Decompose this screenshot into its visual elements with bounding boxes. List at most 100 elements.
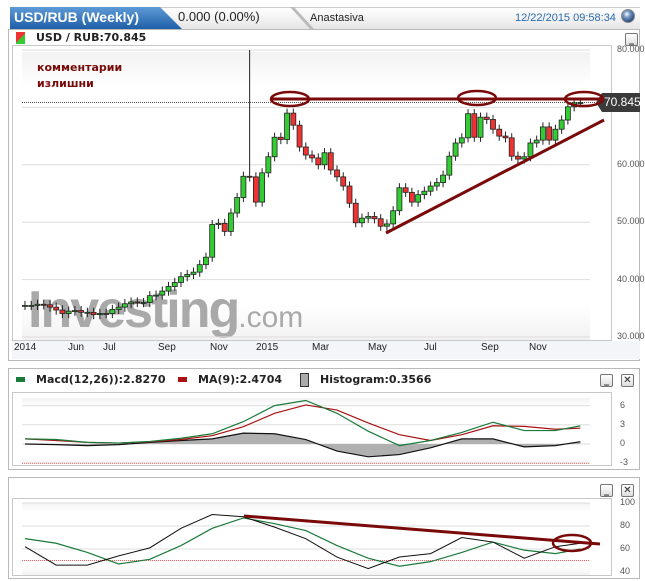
candle-body xyxy=(90,311,97,316)
highlight-ellipse xyxy=(551,533,593,553)
candle-body xyxy=(334,169,340,178)
candle-body xyxy=(427,185,434,192)
instrument-tab[interactable]: USD/RUB (Weekly) xyxy=(10,7,182,29)
candle-body xyxy=(28,305,35,307)
candle-body xyxy=(128,301,134,305)
x-tick-label: 2015 xyxy=(256,342,279,353)
minimize-button[interactable]: _ xyxy=(600,374,613,387)
close-button[interactable]: ✕ xyxy=(621,374,634,387)
macd-legend: Macd(12,26)):2.8270 xyxy=(36,373,166,386)
candle-body xyxy=(371,216,378,220)
x-axis-band xyxy=(12,341,640,359)
candle-body xyxy=(59,309,66,314)
candle-body xyxy=(321,152,328,166)
candle-body xyxy=(252,176,259,203)
candle-body xyxy=(546,126,553,141)
candle-body xyxy=(234,197,241,214)
candle-body xyxy=(352,202,359,224)
candle-body xyxy=(184,274,191,278)
macd-legend-swatch xyxy=(16,377,25,382)
candle-body xyxy=(302,146,309,156)
x-tick-label: Nov xyxy=(529,342,547,353)
candle-body xyxy=(196,264,203,273)
y-tick-label: 60.000 xyxy=(617,158,645,169)
y-tick-label: 40.000 xyxy=(617,273,645,284)
candle-body xyxy=(490,119,496,130)
candle-body xyxy=(40,303,47,306)
y-tick-label: 30.000 xyxy=(617,331,645,341)
plot-background xyxy=(22,398,590,464)
candle-body xyxy=(277,136,284,140)
price-change: 0.000 (0.00%) xyxy=(178,9,260,24)
y-tick-label: 0 xyxy=(620,438,626,448)
candle-body xyxy=(508,137,515,157)
close-button[interactable]: ✕ xyxy=(621,484,634,497)
candle-body xyxy=(359,217,365,224)
x-tick-label: Nov xyxy=(210,342,228,353)
candle-body xyxy=(246,175,253,178)
y-tick-label: 40 xyxy=(620,566,631,576)
candle-body xyxy=(240,175,247,198)
candle-body xyxy=(265,156,272,174)
candle-body xyxy=(190,271,197,275)
candle-body xyxy=(458,137,465,144)
y-tick-label: 3 xyxy=(620,418,626,429)
candle-body xyxy=(346,185,353,204)
candle-body xyxy=(477,116,484,138)
candle-body xyxy=(146,295,153,303)
ma-line xyxy=(24,404,581,444)
candle-body xyxy=(34,303,41,306)
candle-body xyxy=(290,112,297,126)
candle-body xyxy=(72,310,78,312)
flag-icon xyxy=(16,32,25,44)
watermark-suffix: .com xyxy=(238,301,304,334)
candle-body xyxy=(483,116,490,120)
minimize-button[interactable]: _ xyxy=(600,484,613,497)
candle-body xyxy=(577,102,584,104)
y-tick-label: 100 xyxy=(620,497,636,507)
candle-body xyxy=(221,222,228,232)
candle-body xyxy=(365,216,372,219)
ma-legend: MA(9):2.4704 xyxy=(198,373,283,386)
ma-legend-swatch xyxy=(178,377,187,382)
candle-body xyxy=(402,187,409,193)
candle-body xyxy=(521,156,528,160)
candle-body xyxy=(340,176,347,187)
candle-body xyxy=(390,210,397,225)
oscillator-trendline xyxy=(243,514,601,546)
y-tick-label: 80.000 xyxy=(617,44,645,54)
candle-body xyxy=(552,128,559,141)
macd-line xyxy=(24,399,581,447)
candle-body xyxy=(47,304,53,308)
candle-body xyxy=(421,190,428,196)
annotation-text: комментарии излишни xyxy=(37,60,122,92)
minimize-button[interactable]: _ xyxy=(625,33,638,46)
x-tick-label: Jul xyxy=(424,342,437,353)
highlight-ellipse xyxy=(269,90,311,108)
candle-body xyxy=(178,276,184,283)
highlight-ellipse xyxy=(563,90,605,108)
candle-body xyxy=(533,139,540,144)
globe-icon[interactable] xyxy=(621,9,635,23)
candle-body xyxy=(564,106,571,121)
candle-body xyxy=(415,194,422,203)
y-tick-label: -3 xyxy=(620,457,629,468)
candle-body xyxy=(171,282,178,287)
histogram-legend: Histogram:0.3566 xyxy=(320,373,432,386)
datetime: 12/22/2015 09:58:34 xyxy=(515,12,616,24)
candle-body xyxy=(309,154,315,159)
candle-body xyxy=(134,301,141,304)
candle-body xyxy=(296,124,303,148)
x-tick-label: 2014 xyxy=(14,342,37,353)
y-tick-label: 80 xyxy=(620,520,631,530)
candle-body xyxy=(140,302,147,304)
annotation-line: излишни xyxy=(37,77,94,90)
candle-body xyxy=(271,136,278,158)
candle-body xyxy=(103,313,110,315)
histogram-legend-swatch xyxy=(300,373,309,387)
candle-body xyxy=(165,286,172,292)
candle-body xyxy=(315,157,322,166)
highlight-ellipse xyxy=(456,89,498,107)
x-tick-label: Mar xyxy=(312,342,330,353)
